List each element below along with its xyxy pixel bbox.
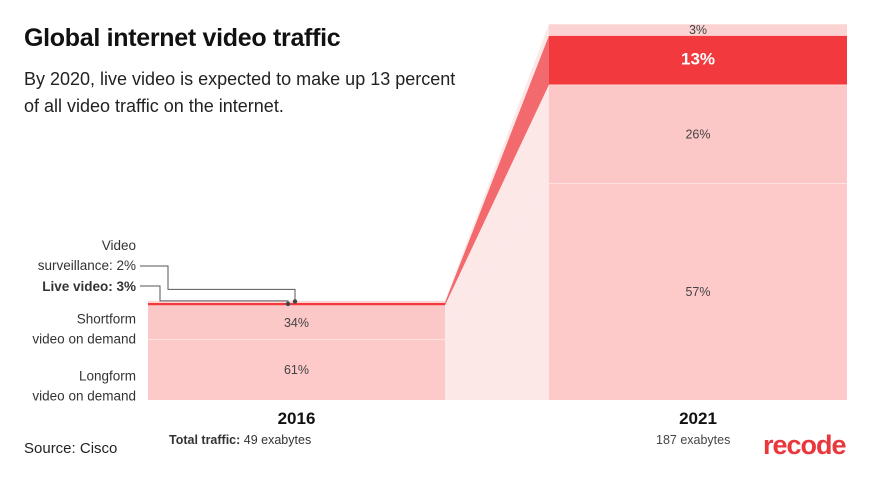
data-label: 57%	[685, 285, 710, 299]
total-2016-label: Total traffic:	[169, 433, 241, 447]
leader-dot-live	[285, 301, 291, 307]
series-label-shortform: video on demand	[32, 331, 136, 346]
flow-band-2	[445, 35, 549, 306]
data-label: 61%	[284, 363, 309, 377]
data-label: 13%	[681, 49, 715, 68]
total-2016: Total traffic: 49 exabytes	[169, 433, 311, 447]
data-label: 26%	[685, 128, 710, 142]
category-label-2016: 2016	[278, 409, 316, 428]
flow-band-1	[445, 84, 549, 340]
series-label-live: Live video: 3%	[42, 279, 136, 294]
source-note: Source: Cisco	[24, 440, 118, 457]
bar-2016-segment-0	[148, 339, 445, 400]
series-label-surveillance: Video	[102, 238, 136, 253]
recode-logo: recode	[763, 430, 847, 460]
chart-title: Global internet video traffic	[24, 24, 341, 52]
bar-2021-segment-2	[549, 35, 847, 85]
bar-2021-segment-3	[549, 23, 847, 36]
total-2016-value: 49 exabytes	[243, 433, 312, 447]
series-label-shortform: Shortform	[77, 311, 136, 326]
bar-2016-segment-1	[148, 305, 445, 340]
total-2021: 187 exabytes	[656, 433, 731, 447]
bar-2021-segment-1	[549, 84, 847, 184]
chart-subtitle: By 2020, live video is expected to make …	[24, 69, 456, 116]
leader-line-surveillance	[140, 265, 296, 302]
flow-band-0	[445, 183, 549, 400]
series-label-longform: video on demand	[32, 389, 136, 404]
leader-line-live	[140, 285, 289, 304]
bar-2021-segment-0	[549, 183, 847, 400]
flow-band-3	[445, 23, 549, 303]
leader-dot-surveillance	[292, 299, 298, 304]
bar-2016-segment-2	[148, 302, 445, 306]
series-label-longform: Longform	[79, 369, 136, 384]
data-label: 3%	[689, 23, 707, 37]
category-label-2021: 2021	[679, 409, 717, 428]
series-label-surveillance: surveillance: 2%	[38, 258, 136, 273]
data-label: 34%	[284, 316, 309, 330]
